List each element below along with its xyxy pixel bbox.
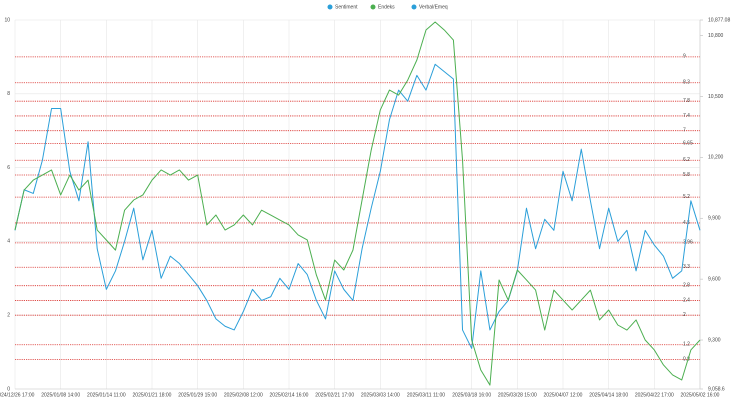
legend-label: Verbal/Emeq: [419, 4, 448, 10]
threshold-label: 3.96: [683, 240, 693, 246]
threshold-label: 2.8: [683, 283, 690, 289]
threshold-label: 3.3: [683, 264, 690, 270]
y2-tick-label: 9,900: [708, 216, 721, 222]
y2-tick-label: 10,500: [708, 94, 724, 100]
threshold-label: 6.2: [683, 157, 690, 163]
legend-label: Sentiment: [335, 4, 358, 10]
legend-marker: [370, 4, 376, 10]
x-tick-label: 2025/02/14 16:00: [270, 392, 309, 398]
y-tick-label: 10: [4, 17, 10, 23]
x-tick-label: 2025/02/21 17:00: [315, 392, 354, 398]
y-tick-label: 8: [7, 91, 10, 97]
x-tick-label: 2025/01/21 18:00: [133, 392, 172, 398]
threshold-label: 7: [683, 128, 686, 134]
y-tick-label: 2: [7, 313, 10, 319]
legend-marker: [327, 4, 333, 10]
x-tick-label: 2025/02/08 12:00: [224, 392, 263, 398]
x-tick-label: 2025/03/28 15:00: [498, 392, 537, 398]
x-tick-label: 2024/12/26 17:00: [0, 392, 35, 398]
x-tick-label: 2025/03/18 16:00: [452, 392, 491, 398]
threshold-label: 7.8: [683, 98, 690, 104]
series-line: [14, 21, 701, 386]
threshold-label: 5.2: [683, 194, 690, 200]
threshold-label: 7.4: [683, 113, 690, 119]
threshold-label: 4.5: [683, 220, 690, 226]
x-tick-label: 2025/01/08 14:00: [41, 392, 80, 398]
threshold-label: 5.8: [683, 172, 690, 178]
y-tick-label: 0: [7, 386, 10, 392]
x-tick-label: 2025/04/07 12:00: [544, 392, 583, 398]
y2-tick-label: 10,877.08: [708, 17, 730, 23]
legend-label: Endeks: [378, 4, 395, 10]
y-tick-label: 4: [7, 239, 10, 245]
threshold-label: 8.3: [683, 80, 690, 86]
threshold-label: 2: [683, 312, 686, 318]
series-line: [14, 63, 701, 349]
x-tick-label: 2025/04/22 17:00: [635, 392, 674, 398]
x-tick-label: 2025/01/29 15:00: [178, 392, 217, 398]
y2-tick-label: 9,058.6: [708, 386, 725, 392]
x-tick-label: 2025/04/14 18:00: [589, 392, 628, 398]
threshold-label: 1.2: [683, 342, 690, 348]
x-tick-label: 2025/01/14 11:00: [87, 392, 126, 398]
y2-tick-label: 10,200: [708, 155, 724, 161]
y2-tick-label: 9,600: [708, 276, 721, 282]
x-tick-label: 2025/05/02 16:00: [681, 392, 720, 398]
x-tick-label: 2025/03/03 14:00: [361, 392, 400, 398]
y2-tick-label: 10,800: [708, 33, 724, 39]
threshold-label: 0.8: [683, 356, 690, 362]
threshold-label: 6.65: [683, 140, 693, 146]
threshold-label: 9: [683, 54, 686, 60]
x-tick-label: 2025/03/11 11:00: [407, 392, 445, 398]
y2-tick-label: 9,300: [708, 337, 721, 343]
threshold-label: 2.4: [683, 297, 690, 303]
legend-marker: [411, 4, 417, 10]
y-tick-label: 6: [7, 165, 10, 171]
